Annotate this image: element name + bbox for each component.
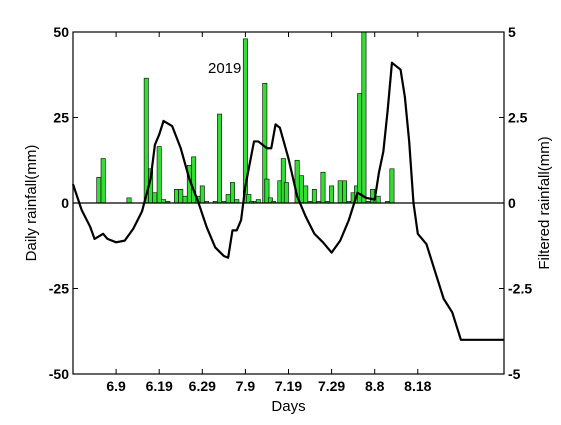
rainfall-bar bbox=[361, 31, 367, 204]
rainfall-bar bbox=[375, 195, 381, 204]
rainfall-bar bbox=[178, 189, 184, 204]
rainfall-bar bbox=[283, 182, 289, 204]
y2-tick-label: 5 bbox=[508, 24, 516, 40]
filtered-rainfall-line bbox=[71, 61, 504, 341]
x-tick-label: 6.19 bbox=[146, 378, 173, 394]
y2-tick-label: -5 bbox=[508, 366, 521, 382]
rainfall-bar bbox=[182, 195, 188, 204]
y-tick-label: 0 bbox=[61, 195, 69, 211]
y-tick-label: 50 bbox=[53, 24, 69, 40]
rainfall-bar bbox=[100, 158, 106, 204]
rainfall-bar bbox=[152, 192, 158, 204]
rainfall-bar bbox=[389, 168, 395, 204]
rainfall-bar bbox=[225, 194, 231, 204]
x-axis-label: Days bbox=[271, 398, 305, 415]
rainfall-bar bbox=[199, 185, 205, 204]
y2-axis-label: Filtered rainfall(mm) bbox=[536, 136, 553, 269]
rainfall-bar bbox=[337, 180, 343, 204]
rainfall-bar bbox=[126, 197, 132, 204]
rainfall-bar bbox=[230, 182, 235, 204]
daily-rainfall-bars bbox=[96, 31, 395, 204]
axis-ticks-group: 50 25 0 -25 -50 5 2.5 0 -2.5 -5 6.9 6.19 6.29 7.9 7.19… bbox=[49, 24, 533, 394]
rainfall-bar bbox=[303, 185, 309, 204]
rainfall-bar bbox=[173, 189, 179, 204]
x-tick-label: 8.8 bbox=[365, 378, 385, 394]
rainfall-bar bbox=[342, 180, 347, 204]
rainfall-bar bbox=[357, 93, 363, 204]
rainfall-bar bbox=[320, 171, 326, 204]
y-tick-label: -25 bbox=[49, 281, 69, 297]
x-tick-label: 8.18 bbox=[404, 378, 431, 394]
y2-tick-label: 0 bbox=[508, 195, 516, 211]
rainfall-bar bbox=[156, 146, 162, 204]
x-tick-label: 7.29 bbox=[318, 378, 345, 394]
x-tick-label: 7.9 bbox=[236, 378, 256, 394]
rainfall-bar bbox=[96, 177, 102, 204]
y2-tick-label: 2.5 bbox=[508, 110, 528, 126]
rainfall-bar bbox=[217, 113, 222, 204]
rainfall-bar bbox=[298, 175, 304, 204]
y2-tick-label: -2.5 bbox=[508, 281, 532, 297]
y-axis-label: Daily rainfall(mm) bbox=[23, 145, 40, 262]
filtered-rainfall-line-group bbox=[71, 61, 504, 341]
year-annotation: 2019 bbox=[208, 60, 241, 77]
x-tick-label: 6.9 bbox=[106, 378, 126, 394]
y-tick-label: -50 bbox=[49, 366, 69, 382]
rainfall-bar bbox=[329, 185, 335, 204]
rainfall-bar bbox=[143, 77, 149, 204]
x-tick-label: 7.19 bbox=[275, 378, 302, 394]
rainfall-bar bbox=[311, 189, 317, 204]
y-tick-label: 25 bbox=[53, 110, 69, 126]
x-tick-label: 6.29 bbox=[189, 378, 216, 394]
